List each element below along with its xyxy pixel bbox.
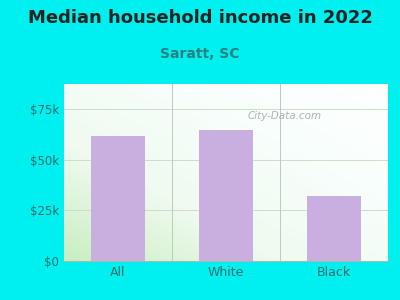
Text: Median household income in 2022: Median household income in 2022 — [28, 9, 372, 27]
Bar — [199, 130, 253, 261]
Bar — [307, 196, 361, 261]
Text: Saratt, SC: Saratt, SC — [160, 46, 240, 61]
Bar — [91, 136, 145, 261]
Text: City-Data.com: City-Data.com — [247, 111, 321, 121]
